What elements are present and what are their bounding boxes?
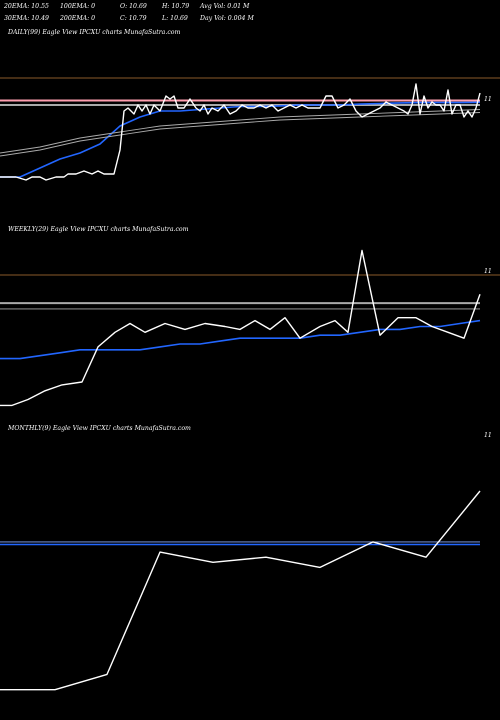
weekly-panel-label: WEEKLY(29) Eagle View IPCXU charts Munaf… — [8, 226, 189, 233]
header-dayvol: Day Vol: 0.004 M — [200, 15, 254, 22]
monthly-panel-label: MONTHLY(9) Eagle View IPCXU charts Munaf… — [8, 425, 191, 432]
header-ema200: 200EMA: 0 — [60, 15, 96, 22]
header-low: L: 10.69 — [162, 15, 188, 22]
header-open: O: 10.69 — [120, 3, 147, 10]
daily-ema-line-2 — [0, 109, 481, 154]
header-high: H: 10.79 — [162, 3, 190, 10]
monthly-tick-label: 11 — [484, 432, 492, 439]
header-close: C: 10.79 — [120, 15, 147, 22]
monthly-price-line-0 — [0, 490, 481, 691]
weekly-ema-line-1 — [0, 319, 481, 360]
daily-ema-line-3 — [0, 112, 481, 157]
daily-tick-label: 11 — [484, 96, 492, 103]
weekly-tick-label: 11 — [484, 268, 492, 275]
header-ema30: 30EMA: 10.49 — [4, 15, 49, 22]
weekly-price-line-0 — [0, 249, 481, 407]
header-ema100: 100EMA: 0 — [60, 3, 96, 10]
daily-price-line-0 — [0, 83, 481, 181]
daily-panel-label: DAILY(99) Eagle View IPCXU charts Munafa… — [8, 29, 181, 36]
header-ema20: 20EMA: 10.55 — [4, 3, 49, 10]
header-avgvol: Avg Vol: 0.01 M — [200, 3, 250, 10]
